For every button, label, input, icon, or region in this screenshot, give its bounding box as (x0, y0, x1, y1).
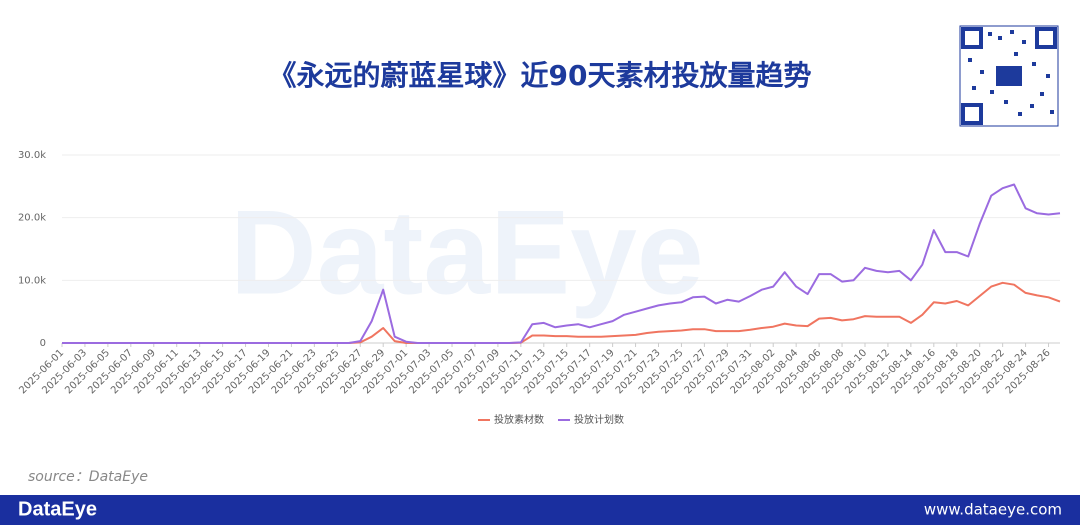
chart-title: 《永远的蔚蓝星球》近90天素材投放量趋势 (269, 59, 812, 92)
footer-brand: DataEye (18, 498, 97, 520)
qr-code (959, 25, 1059, 127)
legend-label: 投放计划数 (574, 413, 624, 426)
y-tick-label: 10.0k (18, 275, 46, 286)
footer-bar (0, 495, 1080, 525)
y-tick-label: 30.0k (18, 150, 46, 161)
y-tick-label: 0 (40, 338, 46, 349)
legend-label: 投放素材数 (494, 413, 544, 426)
y-tick-label: 20.0k (18, 213, 46, 224)
watermark: DataEye (230, 186, 704, 320)
source: source：DataEye (28, 469, 148, 485)
footer-url: www.dataeye.com (924, 501, 1062, 519)
series-line (62, 183, 1061, 344)
